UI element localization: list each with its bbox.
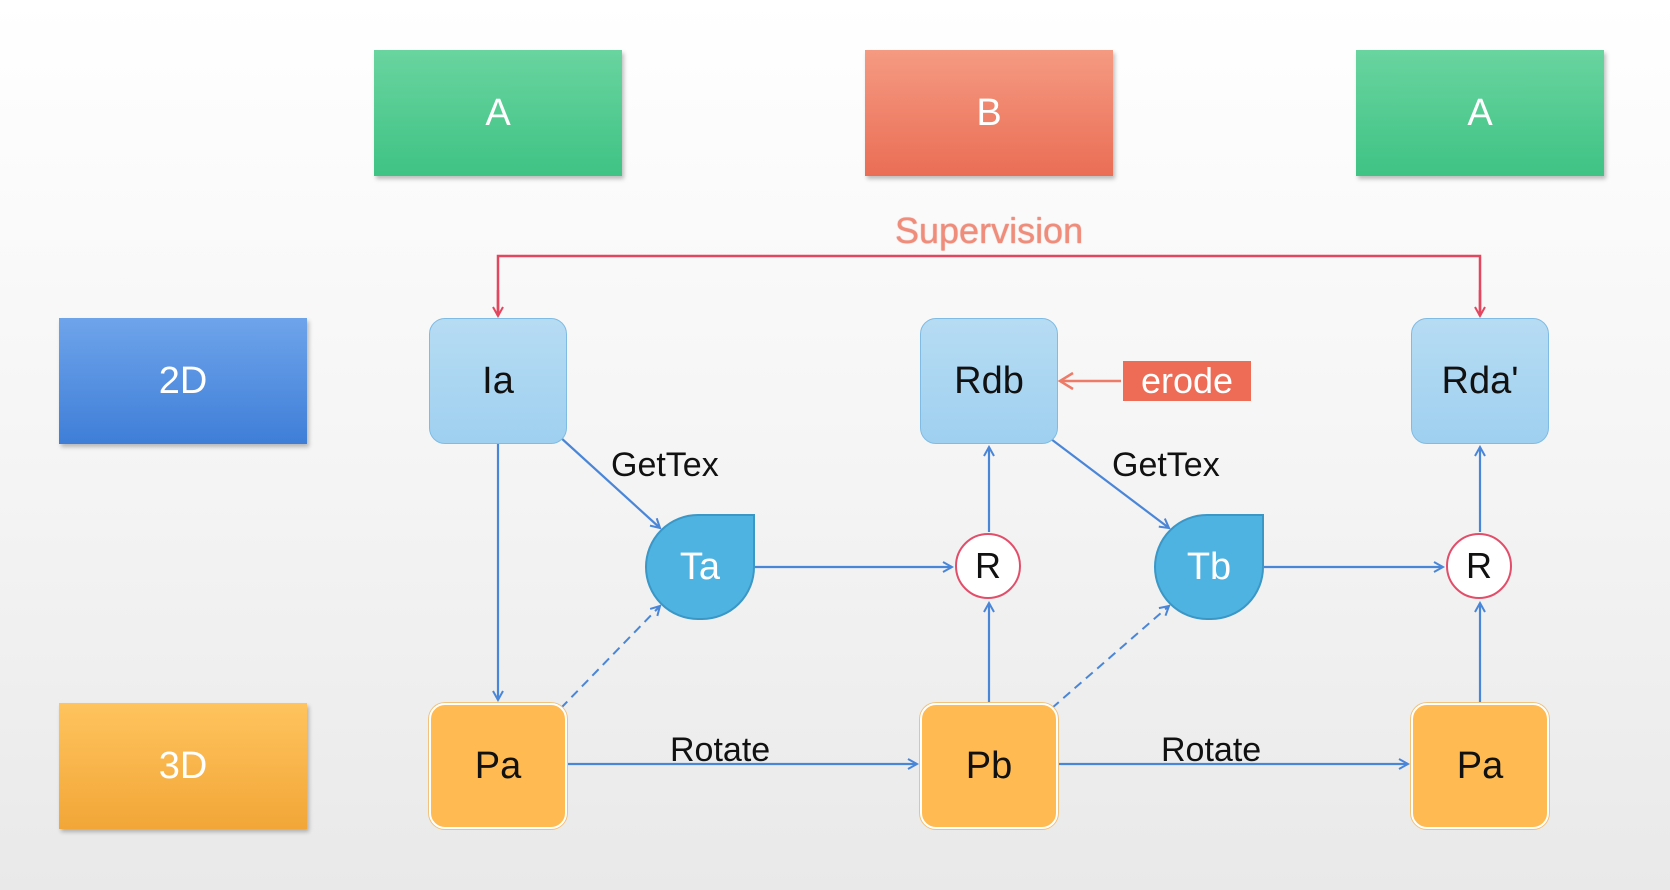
edge-ia-ta	[559, 436, 660, 528]
node-ia: Ia	[429, 318, 567, 444]
row-label-2d: 2D	[59, 318, 307, 444]
rotate-label-2: Rotate	[1161, 731, 1262, 769]
node-rdb: Rdb	[920, 318, 1058, 444]
erode-label: erode	[1123, 360, 1251, 401]
supervision-label: Supervision	[895, 210, 1084, 251]
header-b: B	[865, 50, 1113, 176]
edge-pb-tb-dashed	[1051, 606, 1169, 709]
node-r-2: R	[1446, 533, 1512, 599]
supervision-arrow	[496, 254, 1482, 312]
edge-rdb-tb	[1050, 438, 1169, 528]
node-rda-prime: Rda'	[1411, 318, 1549, 444]
edge-pa-ta-dashed	[560, 606, 660, 709]
header-a-right: A	[1356, 50, 1604, 176]
gettex-label-2: GetTex	[1112, 446, 1220, 484]
node-pb: Pb	[920, 703, 1058, 829]
row-label-3d: 3D	[59, 703, 307, 829]
node-pa-right: Pa	[1411, 703, 1549, 829]
rotate-label-1: Rotate	[670, 731, 771, 769]
node-ta: Ta	[645, 514, 755, 620]
gettex-label-1: GetTex	[611, 446, 719, 484]
node-pa-left: Pa	[429, 703, 567, 829]
node-tb: Tb	[1154, 514, 1264, 620]
node-r-1: R	[955, 533, 1021, 599]
header-a-left: A	[374, 50, 622, 176]
